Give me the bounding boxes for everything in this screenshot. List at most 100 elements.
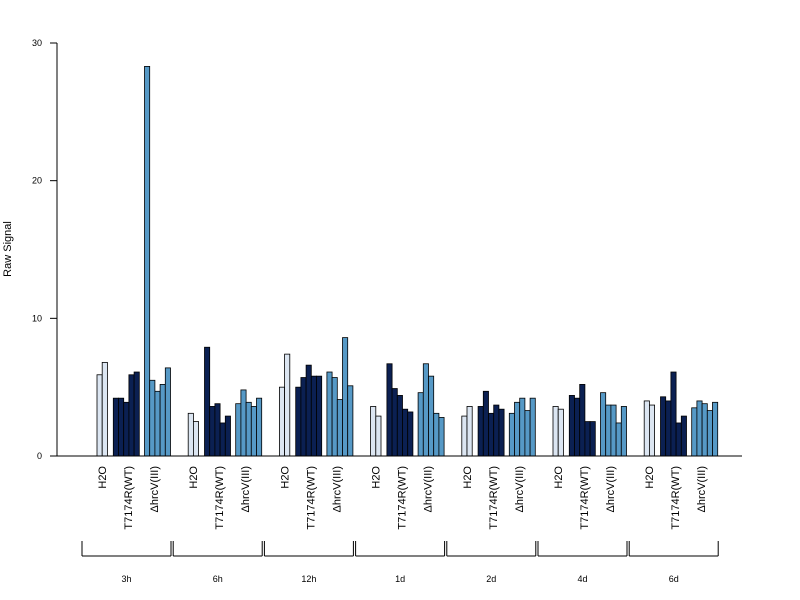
bar-6h-2-3: [250, 406, 257, 457]
bar-3h-2-2: [154, 390, 161, 457]
bar-6h-0-1: [192, 421, 199, 457]
bar-6h-1-3: [219, 422, 226, 457]
bar-4d-1-4: [589, 421, 596, 457]
condition-labels: H2O T7174R(WT) ΔhrcV(III) H2O T7174R(WT) Δhrc…: [97, 466, 708, 530]
time-label: 1d: [395, 574, 405, 584]
condition-label: T7174R(WT): [214, 466, 226, 530]
condition-label: T7174R(WT): [305, 466, 317, 530]
condition-label: T7174R(WT): [488, 466, 500, 530]
bar-3h-2-0: [144, 66, 151, 457]
bar-6d-1-3: [675, 422, 682, 457]
bar-3h-0-0: [96, 374, 103, 457]
bar-12h-1-3: [310, 375, 317, 457]
bar-12h-1-0: [295, 386, 302, 457]
bar-12h-1-2: [305, 364, 312, 457]
bar-4d-2-3: [615, 422, 622, 457]
time-label: 2d: [486, 574, 496, 584]
y-tick-label: 30: [32, 38, 42, 48]
bar-2d-1-0: [477, 406, 484, 457]
bar-12h-2-2: [336, 399, 343, 457]
bar-1d-2-4: [438, 417, 445, 457]
bar-1d-2-1: [422, 363, 429, 457]
time-label: 12h: [301, 574, 316, 584]
bar-6d-0-0: [643, 400, 650, 457]
condition-label: H2O: [371, 466, 383, 489]
bar-2d-0-0: [461, 415, 468, 457]
bar-2d-2-4: [529, 397, 536, 457]
condition-label: T7174R(WT): [397, 466, 409, 530]
condition-label: ΔhrcV(III): [423, 466, 435, 512]
bar-2d-1-2: [488, 412, 495, 457]
y-axis-label: Raw Signal: [2, 221, 14, 277]
bar-6d-1-1: [665, 400, 672, 457]
y-tick-label: 10: [32, 313, 42, 323]
bar-6h-1-2: [214, 403, 221, 457]
bar-4d-2-2: [610, 404, 617, 457]
y-axis: 0 10 20 30: [32, 38, 58, 461]
condition-label: H2O: [279, 466, 291, 489]
condition-label: ΔhrcV(III): [605, 466, 617, 512]
bar-12h-1-4: [316, 375, 323, 457]
bar-3h-1-4: [133, 371, 140, 457]
bar-6h-1-4: [224, 415, 231, 457]
bar-6d-2-0: [691, 407, 698, 457]
condition-label: T7174R(WT): [670, 466, 682, 530]
bar-1d-0-1: [375, 415, 382, 457]
bar-6d-1-4: [680, 415, 687, 457]
y-tick-label: 20: [32, 176, 42, 186]
condition-label: ΔhrcV(III): [331, 466, 343, 512]
condition-label: ΔhrcV(III): [514, 466, 526, 512]
bars-layer: [96, 66, 719, 457]
bar-3h-1-0: [112, 397, 119, 457]
condition-label: H2O: [188, 466, 200, 489]
bar-4d-1-1: [574, 397, 581, 457]
bar-6h-0-0: [187, 412, 194, 457]
bar-3h-1-3: [128, 374, 135, 457]
bar-3h-1-2: [123, 401, 130, 457]
condition-label: ΔhrcV(III): [149, 466, 161, 512]
time-brackets: 3h 6h 12h 1d 2d 4d 6d: [81, 541, 719, 584]
condition-label: T7174R(WT): [123, 466, 135, 530]
bar-12h-0-0: [278, 386, 285, 457]
bar-12h-2-3: [342, 337, 349, 457]
bar-2d-2-3: [524, 410, 531, 457]
bar-4d-1-2: [579, 384, 586, 457]
bar-6h-1-0: [204, 346, 211, 457]
bar-3h-0-1: [101, 361, 108, 457]
bar-4d-2-1: [605, 404, 612, 457]
bar-4d-2-4: [620, 406, 627, 457]
bar-6h-2-1: [240, 389, 247, 457]
bar-6d-2-3: [706, 410, 713, 457]
bar-6d-2-2: [701, 403, 708, 457]
bar-4d-0-1: [557, 408, 564, 457]
bar-1d-2-2: [428, 375, 435, 457]
bar-2d-2-0: [508, 412, 515, 457]
bar-3h-2-3: [159, 384, 166, 457]
condition-label: H2O: [462, 466, 474, 489]
condition-label: H2O: [644, 466, 656, 489]
bar-2d-2-1: [514, 401, 521, 457]
bar-6h-2-0: [235, 403, 242, 457]
bar-1d-1-4: [407, 411, 414, 457]
bar-3h-2-4: [164, 367, 171, 457]
condition-label: H2O: [97, 466, 109, 489]
condition-label: T7174R(WT): [579, 466, 591, 530]
bar-6h-1-1: [209, 406, 216, 457]
time-label: 6d: [669, 574, 679, 584]
bar-4d-2-0: [600, 392, 607, 457]
condition-label: ΔhrcV(III): [240, 466, 252, 512]
bar-1d-1-1: [391, 388, 398, 457]
bar-2d-0-1: [466, 406, 473, 457]
bar-1d-1-0: [386, 363, 393, 457]
condition-label: ΔhrcV(III): [696, 466, 708, 512]
time-label: 4d: [577, 574, 587, 584]
bar-4d-1-0: [568, 395, 575, 457]
bar-12h-2-1: [331, 377, 338, 457]
time-label: 3h: [121, 574, 131, 584]
bar-2d-1-1: [482, 390, 489, 457]
bar-1d-0-0: [370, 406, 377, 457]
bar-1d-2-3: [433, 412, 440, 457]
bar-3h-1-1: [118, 397, 125, 457]
bar-1d-1-3: [402, 408, 409, 457]
